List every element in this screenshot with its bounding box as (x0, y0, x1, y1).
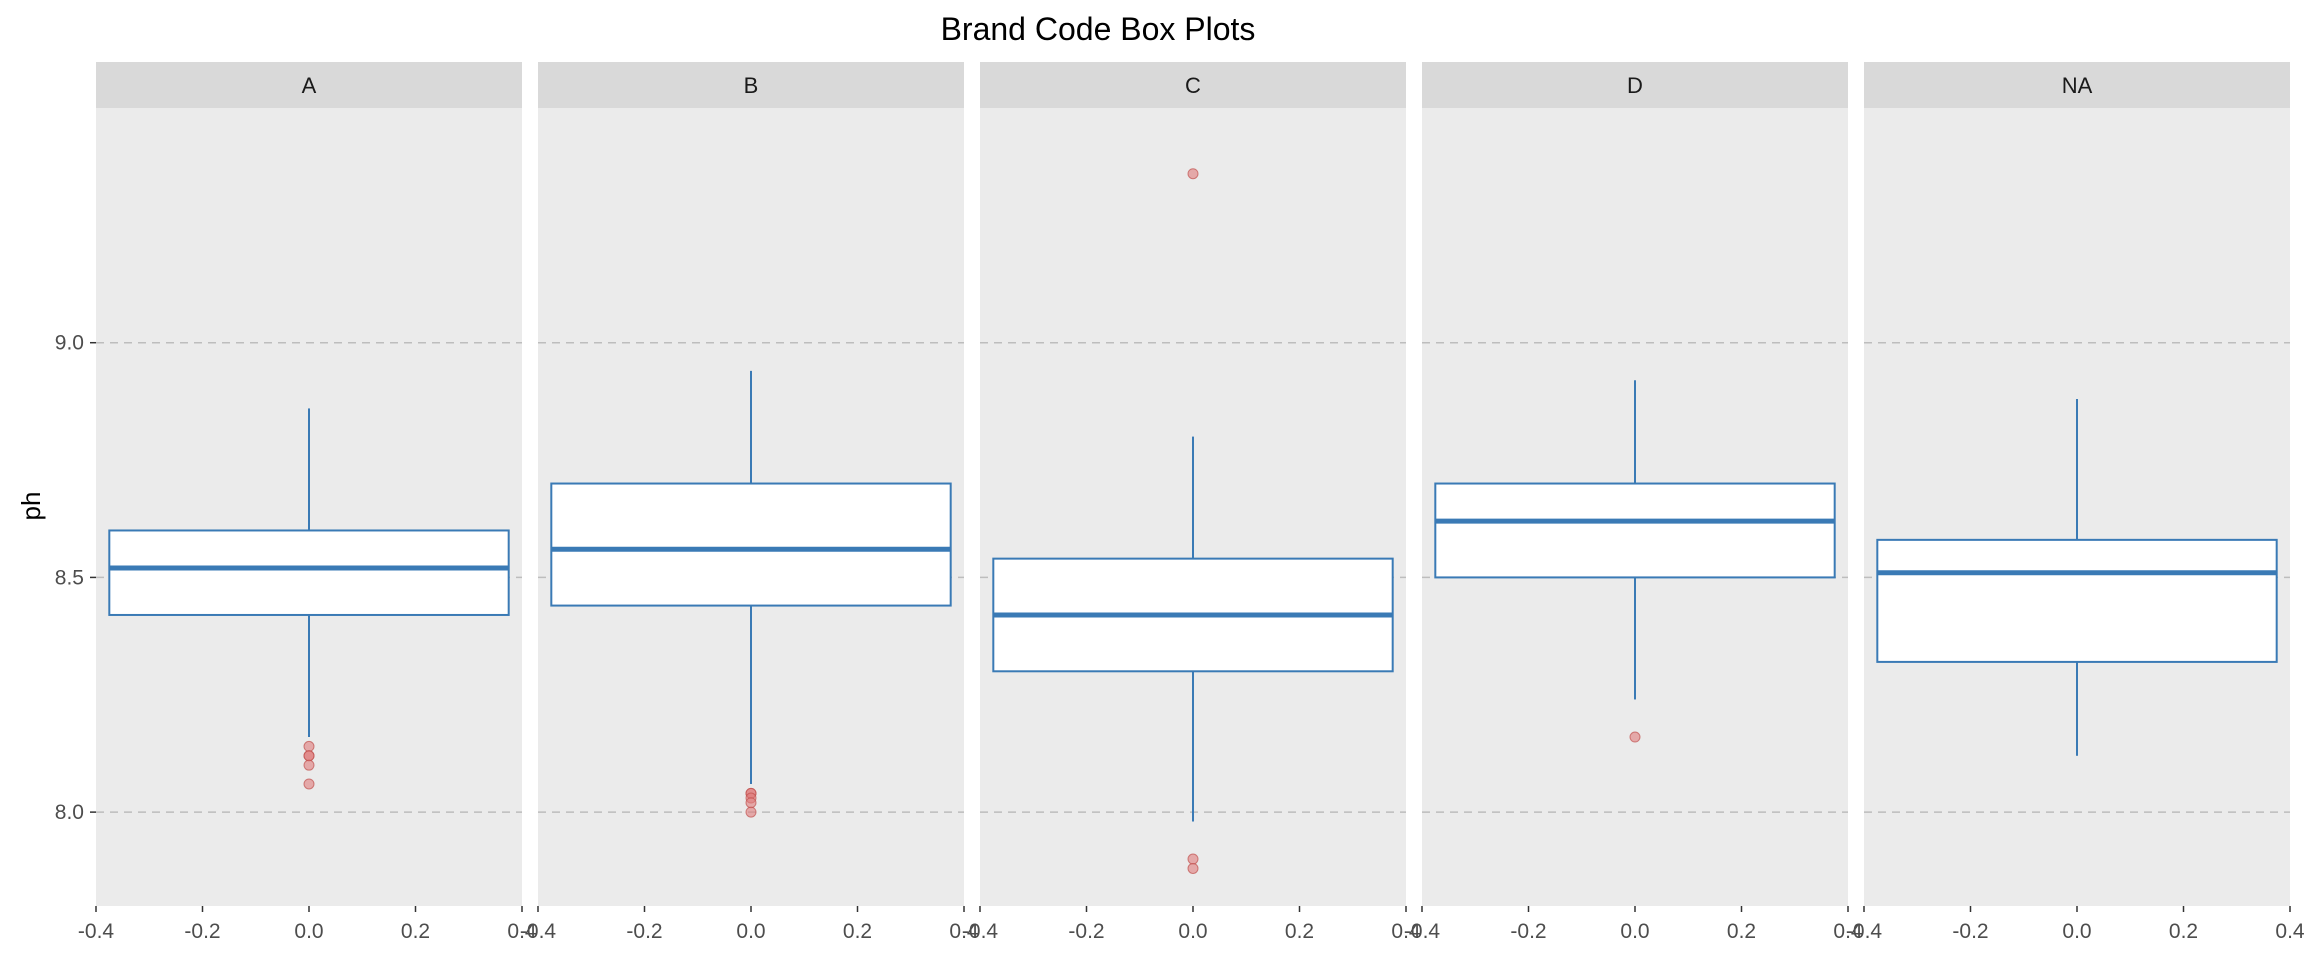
facet-panel-b: B -0.4 -0.2 0.0 0.2 0.4 (520, 62, 979, 943)
outlier-point (303, 759, 315, 771)
iqr-box (550, 482, 952, 607)
x-tick-label: -0.4 (1404, 920, 1441, 943)
facet-strip-label: NA (2062, 73, 2093, 98)
x-tick-label: -0.4 (78, 920, 115, 943)
facet-strip (538, 62, 964, 108)
iqr-box (108, 529, 510, 616)
x-tick-label: -0.2 (1068, 920, 1104, 943)
outlier-point (745, 806, 757, 818)
facet-strip-label: C (1185, 73, 1201, 98)
y-axis-label: ph (16, 492, 46, 521)
x-tick-label: -0.2 (626, 920, 662, 943)
x-tick-label: -0.4 (1846, 920, 1883, 943)
x-tick-label: 0.4 (949, 920, 979, 943)
y-tick-label: 8.5 (55, 566, 84, 589)
outlier-point (303, 750, 315, 762)
outlier-point (303, 778, 315, 790)
x-tick-label: 0.4 (1833, 920, 1863, 943)
facet-strip-label: D (1627, 73, 1643, 98)
x-tick-label: -0.4 (520, 920, 557, 943)
outlier-point (303, 740, 315, 752)
x-tick-label: 0.2 (2169, 920, 2198, 943)
x-tick-label: 0.4 (2275, 920, 2304, 943)
x-tick-label: -0.4 (962, 920, 999, 943)
x-tick-label: 0.0 (736, 920, 765, 943)
x-tick-label: 0.0 (2062, 920, 2091, 943)
x-tick-label: 0.4 (507, 920, 537, 943)
facet-strip-label: B (744, 73, 759, 98)
outlier-point (1187, 853, 1199, 865)
y-tick-label: 8.0 (55, 801, 84, 824)
facet-panel-d: D -0.4 -0.2 0.0 0.2 0.4 (1404, 62, 1863, 943)
facet-strip (96, 62, 522, 108)
outlier-point (1187, 862, 1199, 874)
x-tick-label: 0.0 (294, 920, 323, 943)
iqr-box (1434, 482, 1836, 579)
outlier-point (745, 797, 757, 809)
x-tick-label: -0.2 (184, 920, 220, 943)
facet-panel-na: NA -0.4 -0.2 0.0 0.2 0.4 (1846, 62, 2304, 943)
facet-strip (1864, 62, 2290, 108)
x-tick-label: 0.4 (1391, 920, 1421, 943)
x-tick-label: 0.0 (1620, 920, 1649, 943)
facet-strip-label: A (302, 73, 317, 98)
facet-strip (1422, 62, 1848, 108)
facet-strip (980, 62, 1406, 108)
outlier-point (1187, 168, 1199, 180)
x-tick-label: 0.2 (1285, 920, 1314, 943)
x-tick-label: 0.2 (1727, 920, 1756, 943)
x-tick-label: 0.2 (843, 920, 872, 943)
y-tick-label: 9.0 (55, 332, 84, 355)
outlier-point (1629, 731, 1641, 743)
facet-panel-a: A -0.4 -0.2 0.0 0.2 0.4 (78, 62, 537, 943)
x-tick-label: -0.2 (1952, 920, 1988, 943)
facet-panel-c: C -0.4 -0.2 0.0 0.2 0.4 (962, 62, 1421, 943)
x-tick-label: 0.2 (401, 920, 430, 943)
iqr-box (1876, 538, 2278, 663)
facet-panels: 8.0 8.5 9.0 A -0.4 -0.2 0.0 0.2 0.4 B -0.4 -0.2 0.0 0… (55, 62, 2304, 943)
x-tick-label: 0.0 (1178, 920, 1207, 943)
x-tick-label: -0.2 (1510, 920, 1546, 943)
chart-title: Brand Code Box Plots (941, 11, 1256, 47)
